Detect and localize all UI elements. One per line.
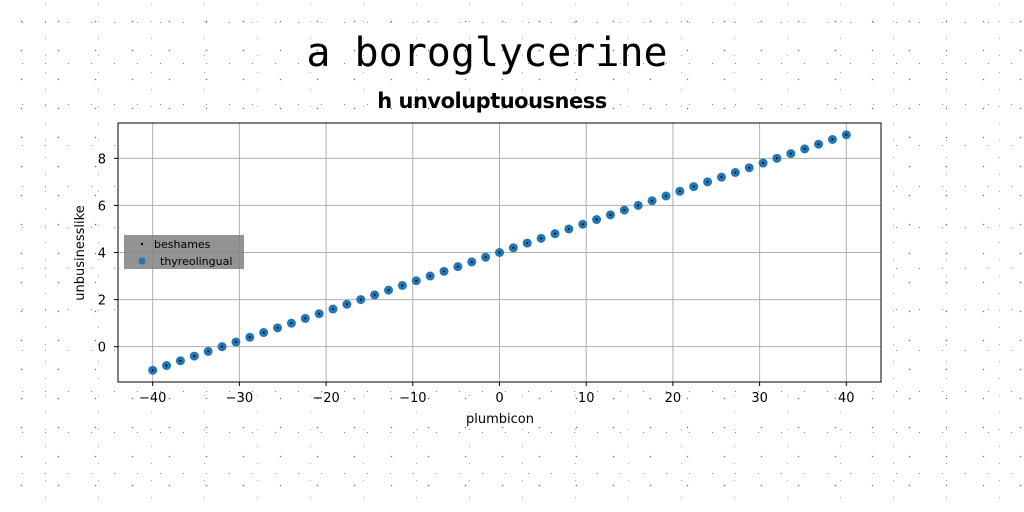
y-tick-label: 2 [98,294,106,309]
x-tick-label: 20 [665,391,682,406]
point-beshames [387,289,390,292]
point-beshames [262,331,265,334]
point-beshames [567,227,570,230]
point-beshames [207,350,210,353]
point-beshames [553,232,556,235]
point-beshames [609,213,612,216]
point-beshames [332,308,335,311]
legend-label-beshames: beshames [154,238,211,251]
point-beshames [817,143,820,146]
point-beshames [345,303,348,306]
legend: beshames thyreolingual [124,235,244,269]
point-beshames [221,345,224,348]
data-points [148,130,851,375]
point-beshames [595,218,598,221]
legend-label-thyreolingual: thyreolingual [160,255,232,268]
y-tick-label: 4 [98,247,106,262]
point-beshames [456,265,459,268]
point-beshames [512,246,515,249]
point-beshames [775,157,778,160]
x-tick-label: −40 [139,391,166,406]
x-tick-label: −30 [226,391,253,406]
point-beshames [276,326,279,329]
point-beshames [151,369,154,372]
point-beshames [734,171,737,174]
point-beshames [706,180,709,183]
point-beshames [443,270,446,273]
point-beshames [720,176,723,179]
point-beshames [179,359,182,362]
y-axis-label: unbusinesslike [73,205,88,300]
point-beshames [429,275,432,278]
point-beshames [762,162,765,165]
x-tick-label: −20 [312,391,339,406]
x-tick-label: 0 [495,391,503,406]
point-beshames [373,293,376,296]
point-beshames [664,194,667,197]
point-beshames [304,317,307,320]
point-beshames [637,204,640,207]
point-beshames [248,336,251,339]
point-beshames [401,284,404,287]
point-beshames [831,138,834,141]
point-beshames [484,256,487,259]
point-beshames [470,260,473,263]
point-beshames [845,133,848,136]
point-beshames [359,298,362,301]
point-beshames [623,209,626,212]
chart-subtitle: h unvoluptuousness [377,89,607,113]
y-tick-label: 8 [98,152,106,167]
point-beshames [498,251,501,254]
point-beshames [165,364,168,367]
point-beshames [193,355,196,358]
y-tick-label: 6 [98,199,106,214]
point-beshames [290,322,293,325]
legend-marker-beshames [140,242,144,246]
axis-ticks: −40 −30 −20 −10 0 10 20 30 40 0 2 4 6 8 [98,152,855,406]
point-beshames [526,242,529,245]
grid-lines [118,123,881,382]
point-beshames [651,199,654,202]
legend-marker-thyreolingual [138,257,146,265]
point-beshames [415,279,418,282]
point-beshames [581,223,584,226]
point-beshames [803,147,806,150]
plot-frame [117,122,882,383]
x-tick-label: −10 [399,391,426,406]
point-beshames [318,312,321,315]
point-beshames [748,166,751,169]
y-tick-label: 0 [98,341,106,356]
chart-title: a boroglycerine [306,30,667,76]
point-beshames [234,340,237,343]
point-beshames [540,237,543,240]
x-tick-label: 40 [838,391,855,406]
x-tick-label: 10 [578,391,595,406]
x-tick-label: 30 [751,391,768,406]
point-beshames [692,185,695,188]
point-beshames [789,152,792,155]
point-beshames [678,190,681,193]
x-axis-label: plumbicon [466,412,534,427]
